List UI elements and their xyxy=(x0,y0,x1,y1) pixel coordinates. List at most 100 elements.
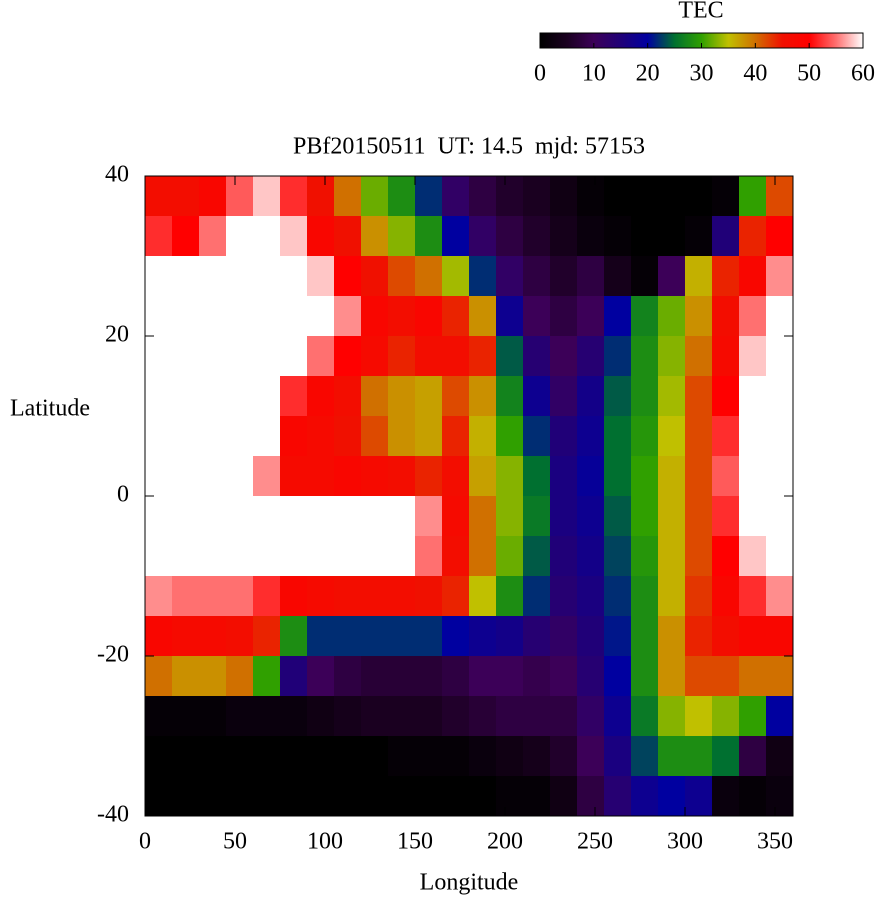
heatmap-cell xyxy=(199,696,227,737)
heatmap-cell xyxy=(631,456,659,497)
heatmap-cell xyxy=(226,256,254,297)
heatmap-cell xyxy=(442,376,470,417)
x-tick-label: 50 xyxy=(223,829,247,855)
heatmap-cell xyxy=(415,536,443,577)
heatmap-cell xyxy=(388,336,416,377)
heatmap-cell xyxy=(604,776,632,817)
heatmap-cell xyxy=(307,176,335,217)
heatmap-cell xyxy=(361,536,389,577)
heatmap-cell xyxy=(361,616,389,657)
heatmap-cell xyxy=(685,536,713,577)
heatmap-cell xyxy=(442,536,470,577)
heatmap-cell xyxy=(280,656,308,697)
heatmap-cell xyxy=(172,616,200,657)
heatmap-cell xyxy=(658,656,686,697)
x-tick-label: 150 xyxy=(397,829,433,855)
heatmap-cell xyxy=(739,536,767,577)
heatmap-cell xyxy=(388,616,416,657)
heatmap-cell xyxy=(523,376,551,417)
heatmap-cell xyxy=(361,736,389,777)
heatmap-cell xyxy=(550,376,578,417)
heatmap-cell xyxy=(577,496,605,537)
heatmap-cell xyxy=(442,496,470,537)
heatmap-cell xyxy=(712,496,740,537)
heatmap-cell xyxy=(739,256,767,297)
heatmap-cell xyxy=(388,216,416,257)
heatmap-cell xyxy=(631,376,659,417)
y-tick-label: 20 xyxy=(105,322,129,348)
heatmap-cell xyxy=(172,736,200,777)
heatmap-cell xyxy=(523,656,551,697)
heatmap-cell xyxy=(226,576,254,617)
heatmap-cell xyxy=(442,656,470,697)
heatmap-cell xyxy=(550,496,578,537)
heatmap-cell xyxy=(496,616,524,657)
heatmap-cell xyxy=(280,576,308,617)
heatmap-cell xyxy=(415,616,443,657)
heatmap-cell xyxy=(604,536,632,577)
heatmap-cell xyxy=(712,656,740,697)
heatmap-cell xyxy=(766,696,794,737)
x-tick-label: 100 xyxy=(307,829,343,855)
heatmap-cell xyxy=(712,696,740,737)
heatmap-cell xyxy=(631,696,659,737)
heatmap-cell xyxy=(631,496,659,537)
heatmap-cell xyxy=(226,296,254,337)
heatmap-cell xyxy=(685,456,713,497)
heatmap-cell xyxy=(631,416,659,457)
heatmap-cell xyxy=(361,336,389,377)
colorbar-tick-label: 10 xyxy=(582,61,606,87)
heatmap-cell xyxy=(442,776,470,817)
heatmap-cell xyxy=(172,416,200,457)
heatmap-cell xyxy=(739,576,767,617)
heatmap-cell xyxy=(280,296,308,337)
heatmap-cell xyxy=(415,576,443,617)
heatmap-cell xyxy=(226,336,254,377)
heatmap-cell xyxy=(280,696,308,737)
heatmap-cell xyxy=(658,496,686,537)
heatmap-cell xyxy=(739,696,767,737)
heatmap-cell xyxy=(712,776,740,817)
heatmap-cell xyxy=(766,776,794,817)
heatmap-cell xyxy=(658,576,686,617)
heatmap-cell xyxy=(712,456,740,497)
heatmap-cell xyxy=(496,296,524,337)
heatmap-cell xyxy=(172,376,200,417)
heatmap-cell xyxy=(604,216,632,257)
heatmap-cell xyxy=(442,336,470,377)
x-tick-label: 0 xyxy=(139,829,151,855)
heatmap-cell xyxy=(253,776,281,817)
heatmap-cell xyxy=(199,176,227,217)
colorbar-tick-label: 60 xyxy=(851,61,875,87)
heatmap-cell xyxy=(550,296,578,337)
heatmap-cell xyxy=(577,376,605,417)
heatmap-cell xyxy=(388,416,416,457)
heatmap-cell xyxy=(685,256,713,297)
heatmap-cell xyxy=(523,616,551,657)
heatmap-cell xyxy=(199,616,227,657)
heatmap-cell xyxy=(334,336,362,377)
heatmap-cell xyxy=(658,336,686,377)
heatmap-cell xyxy=(550,776,578,817)
heatmap-cell xyxy=(388,456,416,497)
heatmap-cell xyxy=(523,296,551,337)
heatmap-cell xyxy=(280,216,308,257)
heatmap-cell xyxy=(253,496,281,537)
heatmap-cell xyxy=(145,736,173,777)
heatmap-cell xyxy=(226,176,254,217)
heatmap-cell xyxy=(469,256,497,297)
heatmap-cell xyxy=(388,696,416,737)
heatmap-cell xyxy=(226,776,254,817)
x-axis-label: Longitude xyxy=(420,870,519,896)
colorbar-tick-label: 20 xyxy=(636,61,660,87)
heatmap-cell xyxy=(361,216,389,257)
heatmap-cell xyxy=(685,376,713,417)
heatmap-cell xyxy=(145,176,173,217)
heatmap-cell xyxy=(577,736,605,777)
heatmap-cell xyxy=(253,336,281,377)
heatmap-cell xyxy=(145,216,173,257)
heatmap-cell xyxy=(577,296,605,337)
heatmap-cell xyxy=(658,256,686,297)
colorbar-tick-label: 30 xyxy=(690,61,714,87)
heatmap-cell xyxy=(172,296,200,337)
